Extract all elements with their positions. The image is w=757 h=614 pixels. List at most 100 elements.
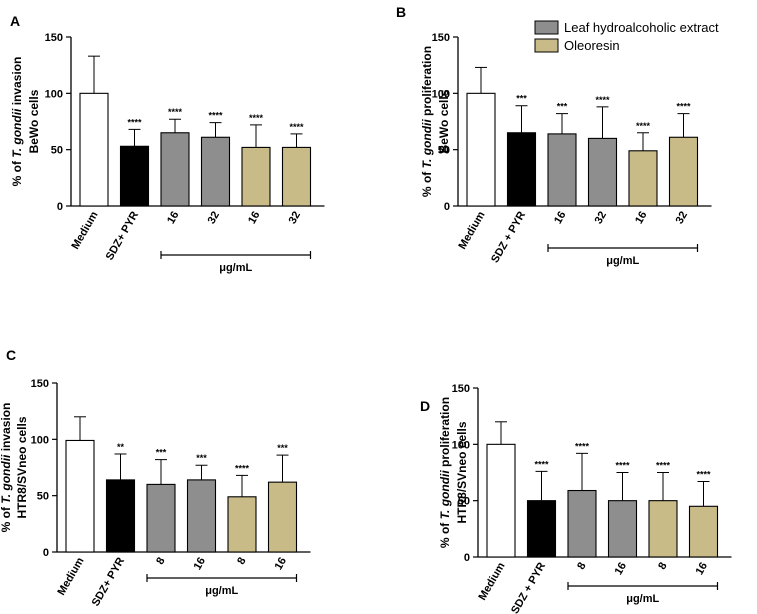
bar — [486, 443, 516, 558]
category-label: 32 — [593, 210, 610, 227]
y-tick-label: 100 — [452, 439, 470, 451]
category-label: 16 — [192, 556, 209, 573]
significance-label: **** — [289, 122, 304, 132]
legend-label: Oleoresin — [564, 38, 620, 53]
y-axis-label-line1: % of T. gondii invasion — [10, 57, 24, 187]
bar — [241, 146, 271, 207]
category-label: Medium — [69, 209, 100, 251]
category-label: 16 — [246, 210, 263, 227]
bar — [267, 481, 298, 553]
category-label: 32 — [287, 210, 304, 227]
category-label: Medium — [55, 555, 86, 597]
bar — [105, 479, 136, 553]
category-label: 16 — [273, 556, 290, 573]
category-label: SDZ+ PYR — [90, 555, 127, 608]
bar — [146, 483, 176, 553]
significance-label: **** — [235, 463, 250, 473]
y-tick-label: 100 — [45, 88, 63, 100]
concentration-label: μg/mL — [606, 255, 639, 267]
bar — [79, 92, 109, 207]
significance-label: **** — [696, 470, 711, 480]
category-label: Medium — [456, 209, 487, 251]
bar — [119, 145, 150, 207]
species-name: T. gondii — [0, 454, 13, 504]
concentration-label: μg/mL — [205, 585, 238, 597]
legend-label: Leaf hydroalcoholic extract — [564, 20, 719, 35]
bar — [628, 150, 658, 207]
significance-label: ** — [117, 442, 125, 452]
species-name: T. gondii — [420, 119, 434, 169]
panel-letter: A — [10, 13, 20, 29]
bar — [688, 505, 719, 558]
category-label: 16 — [633, 210, 650, 227]
bar — [648, 500, 678, 558]
category-label: 8 — [575, 561, 588, 572]
bar — [607, 500, 638, 558]
y-tick-label: 150 — [452, 383, 470, 395]
legend: Leaf hydroalcoholic extract Oleoresin — [534, 20, 719, 53]
y-axis-label-line2: HTR8/SVneo cells — [455, 421, 469, 523]
category-label: 16 — [552, 210, 569, 227]
significance-label: **** — [249, 113, 264, 123]
y-tick-label: 50 — [438, 145, 450, 157]
y-tick-label: 100 — [31, 434, 49, 446]
y-axis-label-line2: BeWo cells — [27, 89, 41, 153]
bar — [160, 132, 190, 207]
bar — [186, 479, 217, 553]
significance-label: *** — [156, 448, 167, 458]
bar — [227, 496, 257, 553]
bar — [547, 133, 577, 207]
bar — [281, 146, 312, 207]
y-tick-label: 50 — [51, 145, 63, 157]
category-label: 8 — [154, 556, 167, 567]
category-label: 32 — [674, 210, 691, 227]
species-name: T. gondii — [10, 108, 24, 158]
significance-label: **** — [636, 121, 651, 131]
y-axis-label-line2: BeWo cells — [437, 89, 451, 153]
bar — [668, 136, 699, 207]
panel-letter: B — [396, 4, 406, 20]
y-tick-label: 0 — [43, 547, 49, 559]
y-tick-label: 50 — [37, 491, 49, 503]
y-tick-label: 0 — [57, 201, 63, 213]
significance-label: **** — [656, 461, 671, 471]
significance-label: **** — [676, 102, 691, 112]
y-axis-label-line2: HTR8/SVneo cells — [15, 416, 29, 518]
y-tick-label: 100 — [432, 88, 450, 100]
y-tick-label: 0 — [464, 552, 470, 564]
y-axis-label-line1: % of T. gondii proliferation — [420, 46, 434, 197]
significance-label: *** — [516, 94, 527, 104]
legend-swatch — [534, 20, 559, 35]
bar — [65, 439, 95, 553]
bar — [526, 500, 557, 558]
panel-d: D 0 50 100 150% of T. gondii proliferation HT… — [420, 383, 732, 614]
y-tick-label: 0 — [444, 201, 450, 213]
category-label: 32 — [206, 210, 223, 227]
bar — [587, 137, 618, 207]
y-tick-label: 150 — [432, 32, 450, 44]
significance-label: **** — [168, 107, 183, 117]
category-label: 16 — [613, 561, 630, 578]
concentration-label: μg/mL — [626, 593, 659, 605]
category-label: SDZ+ PYR — [104, 209, 141, 262]
panel-c: C 0 50 100 150 % of T. gondii invasion HTR8/SV… — [0, 347, 311, 608]
significance-label: **** — [208, 111, 223, 121]
legend-swatch — [534, 38, 559, 53]
panel-letter: C — [6, 347, 16, 363]
significance-label: *** — [557, 102, 568, 112]
bar — [466, 92, 496, 207]
category-label: 8 — [235, 556, 248, 567]
bar — [200, 136, 231, 207]
y-tick-label: 150 — [31, 378, 49, 390]
significance-label: **** — [595, 95, 610, 105]
category-label: Medium — [476, 560, 507, 602]
significance-label: **** — [615, 461, 630, 471]
bar — [567, 489, 597, 558]
category-label: 16 — [694, 561, 711, 578]
significance-label: **** — [127, 117, 142, 127]
y-tick-label: 150 — [45, 32, 63, 44]
bar — [506, 132, 537, 207]
